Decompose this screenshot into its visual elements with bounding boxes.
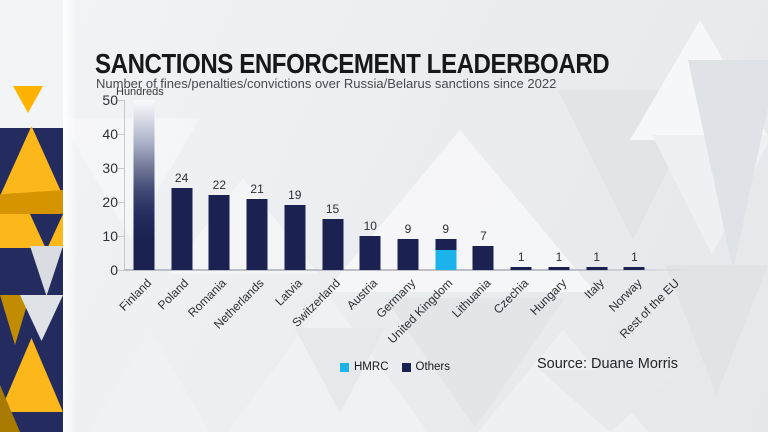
bar-slot: 19 Latvia <box>272 100 314 309</box>
bar <box>284 205 306 270</box>
bar-segment-others <box>246 198 268 270</box>
y-axis: 0 10 20 30 40 50 <box>84 92 118 278</box>
sidebar-triangle <box>13 86 43 113</box>
legend-swatch <box>340 362 349 372</box>
bar <box>208 195 230 270</box>
bar <box>472 246 494 270</box>
bar-slot: 21 Netherlands <box>211 100 276 332</box>
bar <box>359 236 381 270</box>
y-tick-label: 50 <box>102 92 118 108</box>
legend-item: Others <box>401 361 451 373</box>
bar-slot: 7 Lithuania <box>449 100 503 320</box>
sidebar-band <box>0 190 63 218</box>
bar-segment-others <box>359 236 381 270</box>
bar-slot: Finland <box>116 100 163 314</box>
bar-segment-others <box>586 266 608 270</box>
y-tick-label: 10 <box>102 228 118 244</box>
x-axis-line <box>124 269 696 271</box>
bar-slot: 10 Austria <box>344 100 389 312</box>
bar-segment-others <box>284 205 306 270</box>
plot-area: Finland 24 Poland 22 Romania 21 Netherlands 19 L… <box>116 99 696 346</box>
bar-value-label: 1 <box>555 249 563 264</box>
legend-item: HMRC <box>340 361 389 373</box>
bar-series: Finland 24 Poland 22 Romania 21 Netherlands 19 L… <box>116 100 691 346</box>
bar-value-label: 19 <box>288 188 302 203</box>
bar-value-label: 15 <box>325 202 340 216</box>
bar-segment-others <box>548 266 570 270</box>
legend-swatch <box>401 362 411 372</box>
chart-legend: HMRC Others <box>340 361 450 373</box>
bar-slot: 1 Hungary <box>527 100 578 318</box>
x-category-label: Latvia <box>272 276 305 309</box>
y-tick-mark <box>118 201 124 203</box>
bar-value-label: 9 <box>442 222 450 237</box>
bar-segment-others <box>171 188 193 270</box>
bar-segment-others <box>322 219 344 270</box>
bar-value-label: 24 <box>174 171 189 186</box>
bar-value-label: 21 <box>250 181 264 196</box>
y-tick-mark <box>118 133 124 135</box>
chart-title: SANCTIONS ENFORCEMENT LEADERBOARD <box>95 47 610 79</box>
bar <box>397 239 419 270</box>
bar-segment-hmrc <box>435 249 457 270</box>
legend-label: Others <box>415 361 451 373</box>
bar-slot: 15 Switzerland <box>289 100 352 330</box>
bar-slot: 1 Italy <box>578 100 616 301</box>
bar-slot: 1 Czechia <box>491 100 540 317</box>
bar <box>246 198 268 270</box>
chart-subtitle: Number of fines/penalties/convictions ov… <box>96 76 557 91</box>
bar <box>435 239 457 270</box>
bar-segment-others <box>623 266 645 270</box>
bar <box>586 266 608 270</box>
bar-slot: 9 United Kingdom <box>385 100 465 346</box>
bar-slot: Rest of the EU <box>617 100 691 341</box>
bar-segment-others <box>472 246 494 270</box>
bar-value-label: 1 <box>593 249 601 264</box>
background-triangle <box>90 330 210 432</box>
y-tick-mark <box>118 269 124 271</box>
bar-value-label: 9 <box>404 222 412 237</box>
bar <box>623 266 645 270</box>
bar <box>171 188 193 270</box>
bar-segment-others <box>435 239 457 250</box>
bar <box>548 266 570 270</box>
bar-value-label: 1 <box>517 249 525 264</box>
sidebar-edge <box>63 0 77 432</box>
axis-unit-label: Hundreds <box>116 86 164 98</box>
bar-slot: 9 Germany <box>373 100 427 321</box>
bar-segment-others <box>208 195 230 270</box>
bar-slot: 1 Norway <box>606 100 654 315</box>
bar-value-label: 22 <box>212 178 227 193</box>
bar <box>322 219 344 270</box>
y-tick-mark <box>118 167 124 169</box>
y-tick-mark <box>118 99 124 101</box>
bar-segment-truncated <box>133 100 155 270</box>
x-category-label: Finland <box>116 276 154 314</box>
y-tick-label: 0 <box>110 262 118 278</box>
bar <box>510 266 532 270</box>
bar-segment-others <box>510 266 532 270</box>
bar-slot: 24 Poland <box>155 100 201 312</box>
bar-segment-others <box>397 239 419 270</box>
y-tick-label: 40 <box>102 126 118 142</box>
x-category-label: Poland <box>155 276 192 313</box>
bar-value-label: 1 <box>631 249 638 264</box>
bar <box>133 100 155 270</box>
brand-sidebar <box>0 0 63 432</box>
source-credit: Source: Duane Morris <box>537 356 679 372</box>
y-tick-label: 30 <box>102 160 118 176</box>
bar-value-label: 10 <box>363 219 377 233</box>
y-tick-label: 20 <box>102 194 118 210</box>
legend-label: HMRC <box>354 361 389 373</box>
bar-slot: 22 Romania <box>185 100 238 320</box>
bar-value-label: 7 <box>480 229 487 244</box>
y-tick-mark <box>118 235 124 237</box>
x-category-label: Italy <box>581 276 607 302</box>
